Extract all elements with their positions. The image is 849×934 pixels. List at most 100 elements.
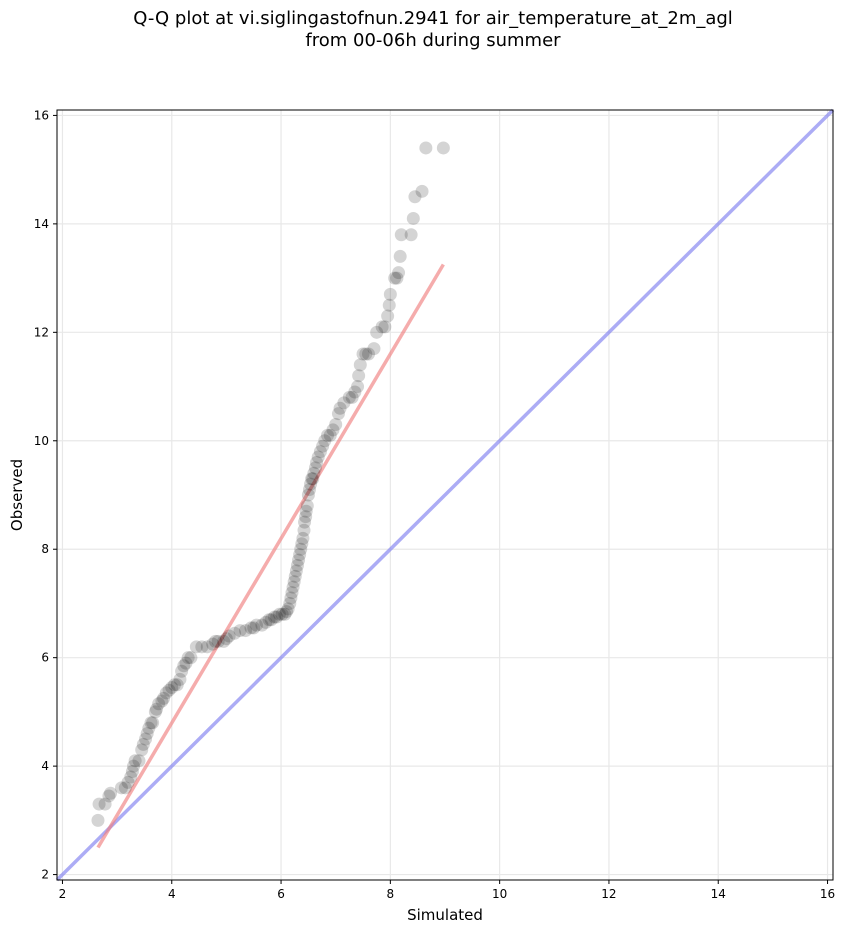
data-point-117 [392, 266, 406, 280]
data-point-114 [383, 287, 397, 301]
data-point-22 [152, 697, 166, 711]
y-tick-label-7: 16 [34, 108, 49, 122]
data-point-109 [370, 325, 384, 339]
plot-frame [56, 109, 834, 881]
data-point-75 [297, 523, 311, 537]
data-point-58 [275, 607, 289, 621]
data-point-26 [162, 683, 176, 697]
data-point-74 [296, 531, 310, 545]
data-point-82 [304, 477, 318, 491]
data-point-79 [300, 499, 314, 513]
data-point-1 [92, 797, 106, 811]
data-point-86 [308, 461, 322, 475]
data-point-70 [292, 553, 306, 567]
data-point-73 [295, 537, 309, 551]
data-point-71 [293, 548, 307, 562]
identity-line [55, 108, 835, 882]
y-axis-ticks: 2 4 6 8 10 12 14 16 [34, 108, 57, 882]
data-point-15 [139, 732, 153, 746]
data-point-124 [419, 141, 433, 155]
data-point-17 [142, 721, 156, 735]
x-axis-label: Simulated [407, 906, 483, 924]
data-point-91 [318, 434, 332, 448]
data-point-57 [272, 607, 286, 621]
data-point-9 [125, 765, 139, 779]
data-point-13 [135, 743, 149, 757]
data-point-31 [175, 664, 189, 678]
data-point-5 [114, 781, 128, 795]
data-point-122 [408, 190, 422, 204]
data-point-45 [228, 626, 242, 640]
data-point-41 [211, 634, 225, 648]
x-tick-label-3: 8 [387, 887, 395, 901]
data-point-108 [367, 342, 381, 356]
data-point-34 [181, 651, 195, 665]
x-axis-ticks: 2 4 6 8 10 12 14 16 [59, 880, 835, 901]
data-point-89 [313, 445, 327, 459]
x-tick-label-4: 10 [492, 887, 507, 901]
data-point-12 [132, 754, 146, 768]
data-point-56 [270, 610, 284, 624]
fit-line [96, 263, 445, 849]
data-point-29 [170, 678, 184, 692]
data-point-8 [124, 770, 138, 784]
data-point-87 [310, 455, 324, 469]
data-point-46 [233, 624, 247, 638]
data-point-99 [342, 390, 356, 404]
data-point-27 [165, 681, 179, 694]
data-point-101 [348, 385, 362, 399]
x-tick-label-2: 6 [277, 887, 285, 901]
data-point-20 [148, 705, 162, 719]
data-point-30 [173, 672, 187, 686]
chart-title-line-2: from 00-06h during summer [305, 30, 561, 51]
data-point-92 [321, 428, 335, 442]
data-point-49 [247, 621, 261, 635]
data-point-60 [280, 605, 294, 619]
grid [57, 110, 833, 880]
data-point-7 [121, 775, 135, 789]
data-point-28 [167, 678, 181, 692]
data-point-67 [288, 569, 302, 583]
y-axis-label: Observed [8, 459, 26, 531]
data-point-24 [157, 691, 171, 705]
data-point-42 [217, 634, 231, 648]
data-point-40 [208, 634, 222, 648]
data-point-64 [285, 586, 299, 600]
data-point-36 [189, 640, 203, 654]
data-point-103 [352, 369, 366, 383]
data-point-98 [337, 396, 351, 410]
x-tick-label-5: 12 [601, 887, 616, 901]
data-point-54 [264, 613, 278, 627]
y-tick-label-1: 4 [41, 759, 49, 773]
data-point-43 [219, 632, 233, 646]
data-point-14 [136, 737, 150, 751]
data-point-23 [155, 694, 169, 708]
data-point-51 [255, 618, 269, 632]
data-point-115 [388, 271, 402, 285]
data-point-39 [206, 637, 220, 651]
reference-lines [55, 108, 835, 882]
data-point-84 [306, 472, 320, 486]
data-point-94 [326, 423, 340, 437]
data-point-81 [302, 483, 316, 497]
y-tick-label-5: 12 [34, 325, 49, 339]
data-point-106 [359, 347, 373, 361]
data-point-19 [146, 716, 160, 730]
data-point-38 [200, 640, 214, 654]
x-tick-label-6: 14 [711, 887, 726, 901]
data-point-78 [299, 504, 313, 518]
data-point-85 [307, 466, 321, 480]
data-point-125 [436, 141, 450, 155]
data-point-118 [393, 249, 407, 263]
data-point-4 [104, 786, 118, 800]
data-point-53 [262, 613, 276, 627]
data-point-6 [118, 781, 132, 795]
data-point-37 [195, 640, 209, 654]
data-point-96 [331, 407, 345, 421]
y-tick-label-4: 10 [34, 434, 49, 448]
data-point-105 [356, 347, 370, 361]
data-point-61 [281, 602, 295, 616]
x-tick-label-7: 16 [820, 887, 835, 901]
data-point-112 [381, 309, 395, 323]
